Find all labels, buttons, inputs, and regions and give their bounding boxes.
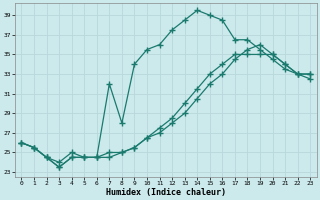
X-axis label: Humidex (Indice chaleur): Humidex (Indice chaleur) xyxy=(106,188,226,197)
